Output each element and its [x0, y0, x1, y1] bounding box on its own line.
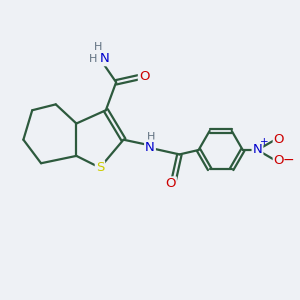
Text: S: S: [96, 161, 104, 174]
Text: +: +: [260, 137, 268, 147]
Text: O: O: [274, 154, 284, 166]
Text: H: H: [147, 132, 156, 142]
Text: O: O: [139, 70, 149, 83]
Text: H: H: [94, 42, 103, 52]
Text: −: −: [283, 153, 294, 167]
Text: N: N: [145, 141, 155, 154]
Text: H: H: [89, 54, 98, 64]
Text: N: N: [100, 52, 109, 65]
Text: O: O: [274, 134, 284, 146]
Text: N: N: [253, 143, 262, 157]
Text: O: O: [165, 177, 176, 190]
